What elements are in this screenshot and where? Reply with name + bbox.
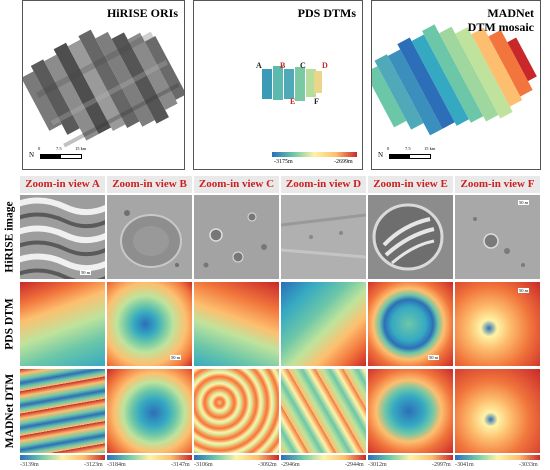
scale-label: 50 m xyxy=(518,200,530,205)
pds-cell-f xyxy=(455,282,540,366)
scale-label: 50 m xyxy=(428,355,440,360)
madnet-cell-b xyxy=(107,369,192,453)
colorbar-b xyxy=(107,455,192,460)
pds-cell-b xyxy=(107,282,192,366)
colorbar-c-min: -3106m xyxy=(194,462,213,468)
row-label-madnet: MADNet DTM xyxy=(4,373,17,449)
hirise-cell-f xyxy=(455,195,540,279)
pds-colorbar-min: -3175m xyxy=(274,159,293,165)
scale-label: 50 m xyxy=(80,270,92,275)
panel-title-madnet: MADNet DTM mosaic xyxy=(467,6,534,34)
pds-dtms-panel: PDS DTMs A B C D E F -3175m -2699m xyxy=(193,0,363,170)
scale-tick-2: 15 km xyxy=(424,146,436,151)
madnet-cell-a xyxy=(20,369,105,453)
header-zoom-d: Zoom-in view D xyxy=(281,176,366,193)
row-label-hirise: HiRISE image xyxy=(4,201,16,273)
scale-label: 50 m xyxy=(518,288,530,293)
madnet-mosaic-image xyxy=(372,24,537,136)
hirise-cell-c xyxy=(194,195,279,279)
site-label-d: D xyxy=(322,61,328,70)
pds-dtm-footprints xyxy=(262,66,322,101)
colorbar-c-max: -3092m xyxy=(258,462,277,468)
site-label-c: C xyxy=(300,61,306,70)
scale-tick-0: 0 xyxy=(38,146,41,151)
colorbar-a xyxy=(20,455,105,460)
colorbar-d xyxy=(281,455,366,460)
header-zoom-e: Zoom-in view E xyxy=(368,176,453,193)
scale-tick-1: 7.5 xyxy=(56,146,62,151)
north-arrow-icon: N xyxy=(29,151,35,159)
colorbar-e xyxy=(368,455,453,460)
panel-title-pds: PDS DTMs xyxy=(297,6,356,20)
pds-colorbar xyxy=(272,152,357,157)
header-zoom-a: Zoom-in view A xyxy=(20,176,105,193)
panel-title-hirise: HiRISE ORIs xyxy=(106,6,178,20)
madnet-cell-e xyxy=(368,369,453,453)
madnet-mosaic-panel: MADNet DTM mosaic N 0 7.5 15 km xyxy=(371,0,541,170)
hirise-mosaic-image xyxy=(23,29,184,148)
north-arrow-icon: N xyxy=(378,151,384,159)
madnet-cell-d xyxy=(281,369,366,453)
scale-bar xyxy=(40,154,82,159)
colorbar-a-max: -3123m xyxy=(84,462,103,468)
hirise-cell-e xyxy=(368,195,453,279)
pds-colorbar-max: -2699m xyxy=(334,159,353,165)
colorbar-f-max: -3033m xyxy=(519,462,538,468)
colorbar-a-min: -3139m xyxy=(20,462,39,468)
hirise-cell-a xyxy=(20,195,105,279)
colorbar-c xyxy=(194,455,279,460)
hirise-oris-panel: HiRISE ORIs N 0 7.5 15 km xyxy=(22,0,185,170)
madnet-cell-c xyxy=(194,369,279,453)
site-label-a: A xyxy=(256,61,262,70)
scale-tick-0: 0 xyxy=(387,146,390,151)
madnet-cell-f xyxy=(455,369,540,453)
scale-tick-2: 15 km xyxy=(75,146,87,151)
site-label-e: E xyxy=(290,97,296,106)
colorbar-e-min: -3012m xyxy=(368,462,387,468)
colorbar-e-max: -2997m xyxy=(432,462,451,468)
colorbar-b-min: -3184m xyxy=(107,462,126,468)
pds-cell-a xyxy=(20,282,105,366)
scale-label: 50 m xyxy=(170,355,182,360)
scale-tick-1: 7.5 xyxy=(405,146,411,151)
scale-bar xyxy=(389,154,431,159)
pds-cell-e xyxy=(368,282,453,366)
hirise-cell-d xyxy=(281,195,366,279)
colorbar-b-max: -3147m xyxy=(171,462,190,468)
colorbar-f-min: -3041m xyxy=(455,462,474,468)
colorbar-f xyxy=(455,455,540,460)
header-zoom-b: Zoom-in view B xyxy=(107,176,192,193)
hirise-cell-b xyxy=(107,195,192,279)
colorbar-d-max: -2944m xyxy=(345,462,364,468)
colorbar-d-min: -2946m xyxy=(281,462,300,468)
site-label-b: B xyxy=(280,61,286,70)
pds-cell-d xyxy=(281,282,366,366)
row-label-pds: PDS DTM xyxy=(4,298,16,350)
pds-cell-c xyxy=(194,282,279,366)
header-zoom-f: Zoom-in view F xyxy=(455,176,540,193)
site-label-f: F xyxy=(314,97,319,106)
header-zoom-c: Zoom-in view C xyxy=(194,176,279,193)
